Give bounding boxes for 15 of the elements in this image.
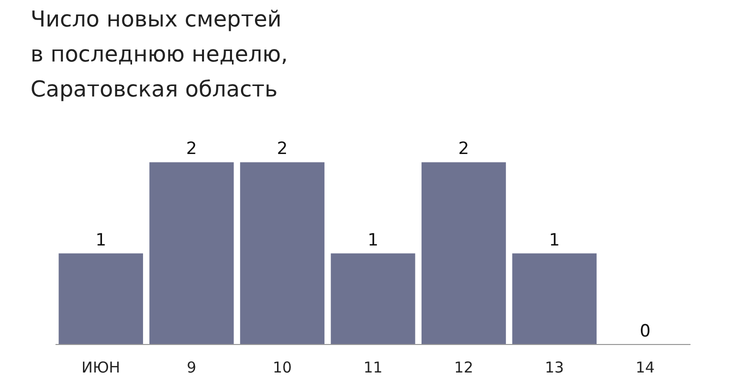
x-tick-label: 10 bbox=[272, 358, 292, 376]
x-tick-label: 11 bbox=[363, 358, 383, 376]
x-tick-label: 14 bbox=[636, 358, 655, 376]
data-label: 2 bbox=[276, 139, 288, 160]
data-label: 1 bbox=[95, 230, 106, 250]
data-label: 2 bbox=[458, 139, 470, 160]
x-tick-label: 9 bbox=[186, 358, 196, 376]
data-label: 1 bbox=[549, 230, 560, 250]
chart-title: Число новых смертей в последнюю неделю, Саратовская область bbox=[30, 8, 288, 102]
data-label: 1 bbox=[368, 230, 378, 250]
x-tick-label: 13 bbox=[544, 358, 564, 376]
data-label: 0 bbox=[640, 322, 651, 342]
data-label: 2 bbox=[186, 139, 197, 160]
x-tick-label: ИЮН bbox=[82, 358, 120, 376]
x-tick-label: 12 bbox=[454, 358, 474, 376]
